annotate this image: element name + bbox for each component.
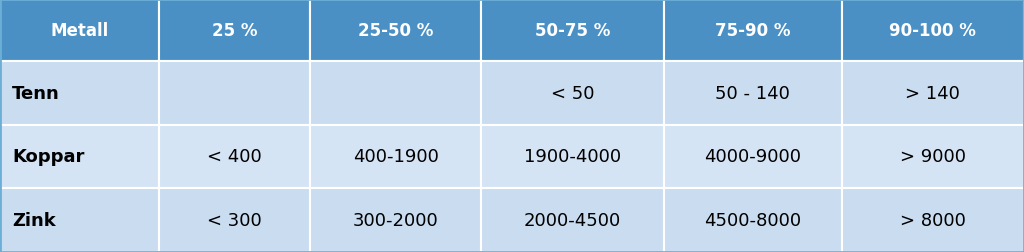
Text: 25-50 %: 25-50 %	[358, 22, 433, 40]
Text: Metall: Metall	[50, 22, 109, 40]
Text: 25 %: 25 %	[212, 22, 257, 40]
Bar	[0, 62, 159, 125]
Bar	[664, 0, 842, 62]
Bar	[159, 188, 310, 252]
Text: Zink: Zink	[12, 211, 56, 229]
Text: 400-1900: 400-1900	[353, 148, 438, 166]
Bar	[481, 62, 664, 125]
Bar	[664, 188, 842, 252]
Bar	[481, 125, 664, 188]
Bar	[310, 0, 481, 62]
Text: 50 - 140: 50 - 140	[715, 84, 791, 102]
Bar	[159, 62, 310, 125]
Text: < 50: < 50	[551, 84, 594, 102]
Bar	[310, 62, 481, 125]
Bar	[481, 188, 664, 252]
Text: Tenn: Tenn	[12, 84, 60, 102]
Bar	[159, 125, 310, 188]
Text: 4500-8000: 4500-8000	[705, 211, 801, 229]
Text: 90-100 %: 90-100 %	[890, 22, 976, 40]
Bar	[481, 0, 664, 62]
Bar	[664, 125, 842, 188]
Text: Koppar: Koppar	[12, 148, 85, 166]
Text: 1900-4000: 1900-4000	[524, 148, 621, 166]
Text: 4000-9000: 4000-9000	[705, 148, 801, 166]
Text: 50-75 %: 50-75 %	[535, 22, 610, 40]
Text: > 8000: > 8000	[900, 211, 966, 229]
Bar	[664, 62, 842, 125]
Bar	[159, 0, 310, 62]
Text: > 9000: > 9000	[900, 148, 966, 166]
Bar	[0, 0, 159, 62]
Bar	[0, 125, 159, 188]
Text: 300-2000: 300-2000	[353, 211, 438, 229]
Text: 75-90 %: 75-90 %	[715, 22, 791, 40]
Bar	[310, 125, 481, 188]
Bar	[842, 62, 1024, 125]
Bar	[310, 188, 481, 252]
Bar	[0, 188, 159, 252]
Text: 2000-4500: 2000-4500	[524, 211, 621, 229]
Text: > 140: > 140	[905, 84, 961, 102]
Text: < 400: < 400	[207, 148, 262, 166]
Text: < 300: < 300	[207, 211, 262, 229]
Bar	[842, 188, 1024, 252]
Bar	[842, 0, 1024, 62]
Bar	[842, 125, 1024, 188]
